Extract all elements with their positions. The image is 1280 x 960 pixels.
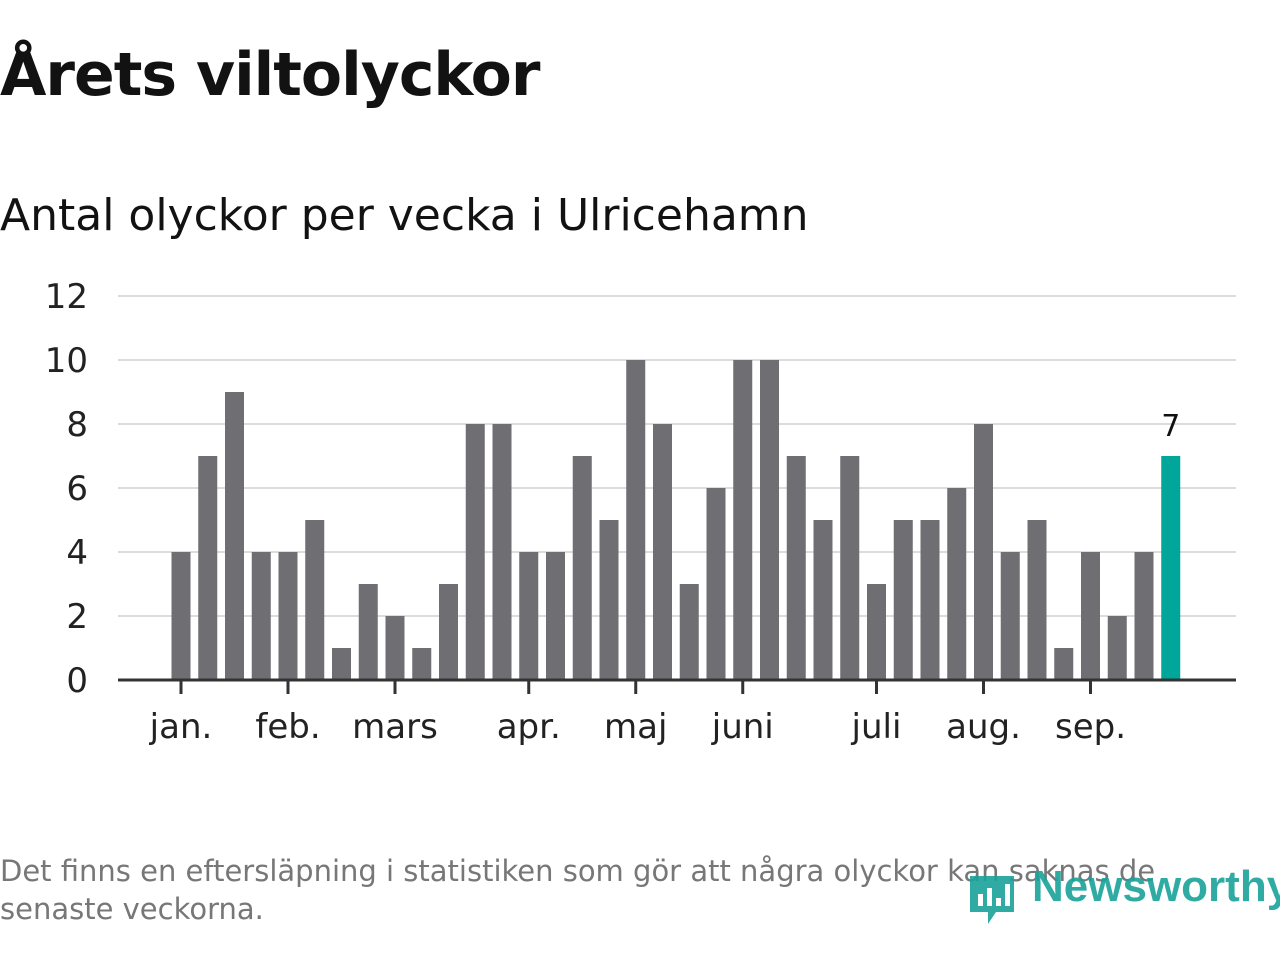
bar: [733, 360, 753, 680]
y-tick-label: 6: [66, 469, 88, 509]
gridlines: [118, 295, 1236, 617]
bar: [626, 360, 646, 680]
bar: [1054, 648, 1074, 680]
bar: [332, 648, 351, 680]
data-labels: 7: [1161, 409, 1180, 444]
bar: [867, 584, 886, 680]
bar: [760, 360, 779, 680]
footnote: Det finns en eftersläpning i statistiken…: [0, 854, 1156, 926]
bar: [974, 424, 993, 680]
bar: [412, 648, 432, 680]
x-tick-label: juli: [851, 707, 902, 747]
brand-name: Newsworthy: [1032, 862, 1280, 911]
bar: [492, 424, 512, 680]
x-tick-label: aug.: [946, 707, 1021, 747]
newsworthy-logo-icon: [970, 876, 1014, 924]
x-tick-label: feb.: [255, 707, 320, 747]
bar: [653, 424, 672, 680]
bar: [171, 552, 191, 680]
x-tick-label: juni: [711, 707, 774, 747]
x-tick-label: mars: [352, 707, 438, 747]
bar: [893, 520, 913, 680]
bar: [358, 584, 378, 680]
bar: [679, 584, 699, 680]
bar: [840, 456, 860, 680]
bar: [225, 392, 244, 680]
bar: [439, 584, 458, 680]
y-tick-label: 8: [66, 405, 88, 445]
x-tick-label: maj: [604, 707, 667, 747]
bar: [1107, 616, 1127, 680]
y-tick-label: 4: [66, 533, 88, 573]
y-tick-label: 12: [45, 277, 88, 317]
bar: [198, 456, 218, 680]
bar-highlight: [1161, 456, 1181, 680]
bar: [1081, 552, 1100, 680]
bar: [385, 616, 405, 680]
x-tick-label: sep.: [1055, 707, 1126, 747]
newsworthy-logo: Newsworthy: [962, 860, 1280, 930]
bar: [251, 552, 271, 680]
highlight-value-label: 7: [1161, 409, 1180, 444]
y-tick-label: 0: [66, 661, 88, 701]
bar: [1134, 552, 1154, 680]
bar: [920, 520, 940, 680]
x-tick-label: apr.: [497, 707, 561, 747]
chart-subtitle: Antal olyckor per vecka i Ulricehamn: [0, 190, 809, 241]
y-axis-ticks: 0 2 4 6 8 10 12: [45, 277, 88, 701]
bar: [813, 520, 833, 680]
bar: [546, 552, 565, 680]
y-tick-label: 10: [45, 341, 88, 381]
bar: [278, 552, 298, 680]
bar: [1000, 552, 1020, 680]
chart-title: Årets viltolyckor: [0, 40, 540, 110]
bar: [305, 520, 325, 680]
bar: [465, 424, 485, 680]
bar: [706, 488, 726, 680]
bars: [171, 360, 1181, 680]
x-axis-ticks: jan. feb. mars apr. maj juni juli aug. sep.: [149, 680, 1126, 747]
bar-chart: 0 2 4 6 8 10 12 jan. feb. mars apr. maj juni juli aug…: [45, 277, 1236, 747]
x-tick-label: jan.: [149, 707, 213, 747]
bar: [599, 520, 619, 680]
bar: [572, 456, 592, 680]
bar: [947, 488, 967, 680]
bar: [786, 456, 806, 680]
y-tick-label: 2: [66, 597, 88, 637]
bar: [1027, 520, 1047, 680]
bar: [519, 552, 539, 680]
